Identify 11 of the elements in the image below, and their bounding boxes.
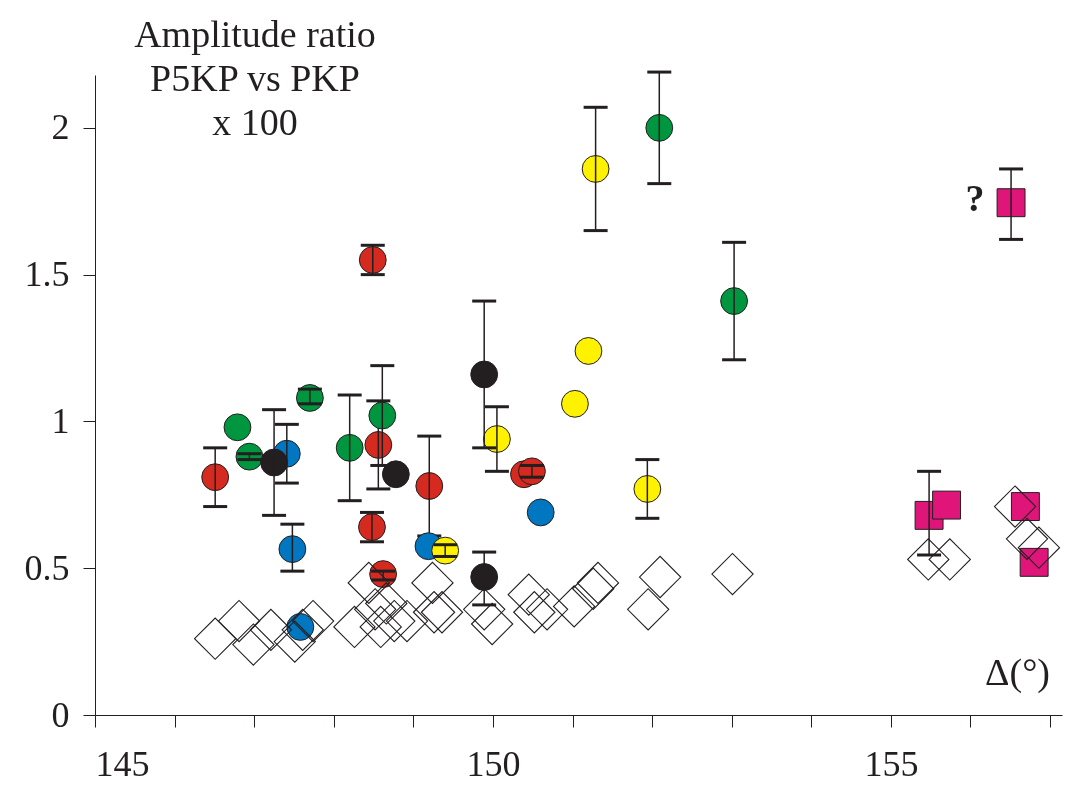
x-tick-label: 145: [95, 743, 150, 784]
x-tick-label: 150: [466, 743, 521, 784]
y-tick-label: 0.5: [24, 547, 70, 588]
y-tick-label: 2: [51, 107, 70, 148]
x-axis-title: Δ(°): [985, 651, 1050, 694]
y-tick-label: 0: [51, 694, 70, 735]
y-tick-label: 1: [51, 400, 70, 441]
y-tick-label: 1.5: [24, 254, 70, 295]
x-tick-label: 155: [864, 743, 919, 784]
annotation: ?: [965, 177, 985, 219]
y-axis-title: Amplitude ratio P5KP vs PKP x 100: [134, 13, 376, 143]
